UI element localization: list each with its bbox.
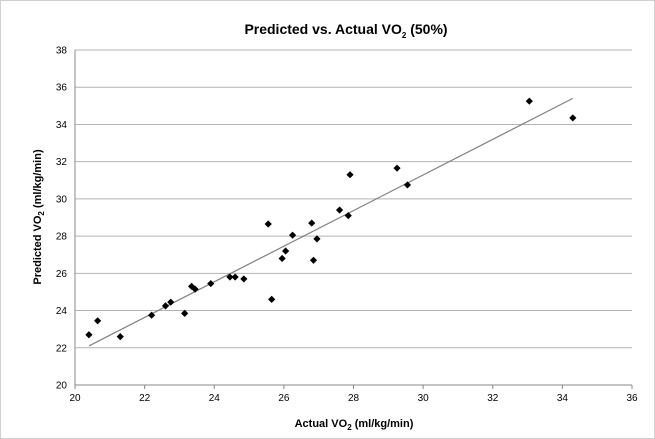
data-point xyxy=(207,279,215,288)
x-tick-label: 34 xyxy=(557,393,569,404)
y-tick-label: 22 xyxy=(56,343,68,354)
x-axis-label: Actual VO2 (ml/kg/min) xyxy=(295,418,414,432)
y-tick-label: 32 xyxy=(56,157,68,168)
x-tick-label: 26 xyxy=(278,393,290,404)
data-point xyxy=(231,273,239,281)
x-tick-label: 30 xyxy=(418,393,430,404)
data-point xyxy=(282,247,290,255)
data-point xyxy=(308,219,316,227)
x-tick-label: 22 xyxy=(139,393,151,404)
trendline-group xyxy=(88,97,574,347)
data-point xyxy=(116,333,124,341)
data-point xyxy=(264,220,272,228)
data-point xyxy=(188,282,196,290)
y-tick-label: 28 xyxy=(56,232,68,243)
data-point xyxy=(313,235,321,243)
x-tick-label: 24 xyxy=(209,393,221,404)
data-points xyxy=(85,97,577,341)
data-point xyxy=(403,181,412,189)
data-point xyxy=(346,171,354,179)
y-tick-label: 24 xyxy=(56,306,68,317)
y-axis-label: Predicted VO2 (ml/kg/min) xyxy=(32,149,46,285)
data-point xyxy=(344,212,352,220)
y-tick-label: 30 xyxy=(56,194,68,205)
x-tick-label: 32 xyxy=(487,393,499,404)
data-point xyxy=(191,285,199,293)
data-point xyxy=(181,309,189,317)
data-point xyxy=(268,295,276,303)
data-point xyxy=(85,331,93,339)
data-point xyxy=(288,231,297,239)
data-point xyxy=(94,317,102,325)
y-tick-label: 20 xyxy=(56,381,68,392)
y-tick-label: 38 xyxy=(56,46,68,57)
data-point xyxy=(278,254,286,263)
data-point xyxy=(393,164,401,172)
gridlines xyxy=(75,49,632,349)
data-point xyxy=(240,275,248,283)
x-tick-label: 28 xyxy=(348,393,360,404)
y-tick-label: 36 xyxy=(56,83,68,94)
y-tick-label: 34 xyxy=(56,120,68,131)
data-point xyxy=(167,298,175,306)
data-point xyxy=(525,97,533,105)
data-point xyxy=(569,114,577,122)
data-point xyxy=(226,273,234,281)
data-point xyxy=(309,256,318,264)
chart-title: Predicted vs. Actual VO2 (50%) xyxy=(244,21,447,40)
data-point xyxy=(147,311,156,319)
x-tick-label: 20 xyxy=(69,393,81,404)
x-tick-label: 36 xyxy=(626,393,638,404)
tick-labels: 20 22 24 26 28 30 32 34 36 38 20 22 24 26 28 30 32 34 36 xyxy=(56,46,638,405)
y-tick-label: 26 xyxy=(56,269,68,280)
trendline xyxy=(88,97,574,347)
data-point xyxy=(161,302,170,310)
data-point xyxy=(335,206,344,214)
